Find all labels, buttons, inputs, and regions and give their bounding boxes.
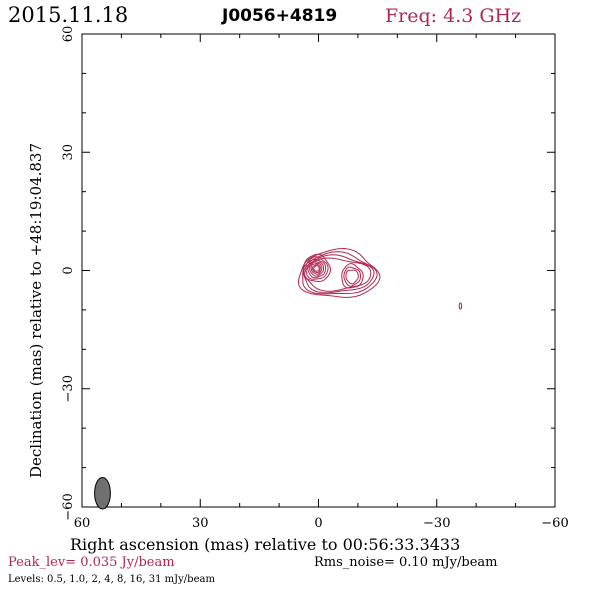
- x-tick-label: 30: [192, 516, 209, 531]
- date-label: 2015.11.18: [8, 3, 128, 27]
- y-tick-label: 60: [61, 26, 76, 43]
- y-tick-label: 30: [61, 144, 76, 161]
- y-tick-label: −60: [61, 493, 76, 520]
- x-axis-label: Right ascension (mas) relative to 00:56:…: [70, 535, 460, 554]
- y-tick-labels: 60 30 0 −30 −60: [61, 26, 76, 521]
- x-tick-labels: 60 30 0 −30 −60: [74, 516, 569, 531]
- frequency-label: Freq: 4.3 GHz: [385, 5, 521, 27]
- y-tick-label: −30: [61, 375, 76, 402]
- contour-core: [307, 258, 327, 279]
- contour-jet: [341, 263, 364, 289]
- y-axis-label: Declination (mas) relative to +48:19:04.…: [27, 143, 45, 478]
- y-tick-label: 0: [61, 266, 76, 274]
- contour-core: [310, 262, 323, 275]
- source-name: J0056+4819: [221, 6, 337, 26]
- contour-map: [297, 248, 463, 310]
- contour-envelope: [302, 251, 378, 295]
- contour-core: [305, 256, 329, 280]
- contour-jet: [345, 269, 359, 285]
- contour-core: [309, 261, 325, 277]
- rms-noise: Rms_noise= 0.10 mJy/beam: [314, 555, 497, 570]
- x-tick-label: −30: [423, 516, 450, 531]
- contour-feature: [458, 302, 463, 310]
- contour-core: [313, 265, 320, 272]
- x-tick-label: 0: [314, 516, 322, 531]
- contour-core: [311, 264, 321, 273]
- axis-ticks: [81, 33, 556, 508]
- x-tick-label: 60: [74, 516, 91, 531]
- contour-jet: [343, 266, 361, 287]
- contour-core: [302, 253, 331, 283]
- peak-level: Peak_lev= 0.035 Jy/beam: [8, 555, 175, 570]
- contour-levels: Levels: 0.5, 1.0, 2, 4, 8, 16, 31 mJy/be…: [8, 574, 215, 585]
- x-tick-label: −60: [541, 516, 568, 531]
- restoring-beam: [94, 476, 111, 510]
- contour-envelope: [297, 248, 381, 298]
